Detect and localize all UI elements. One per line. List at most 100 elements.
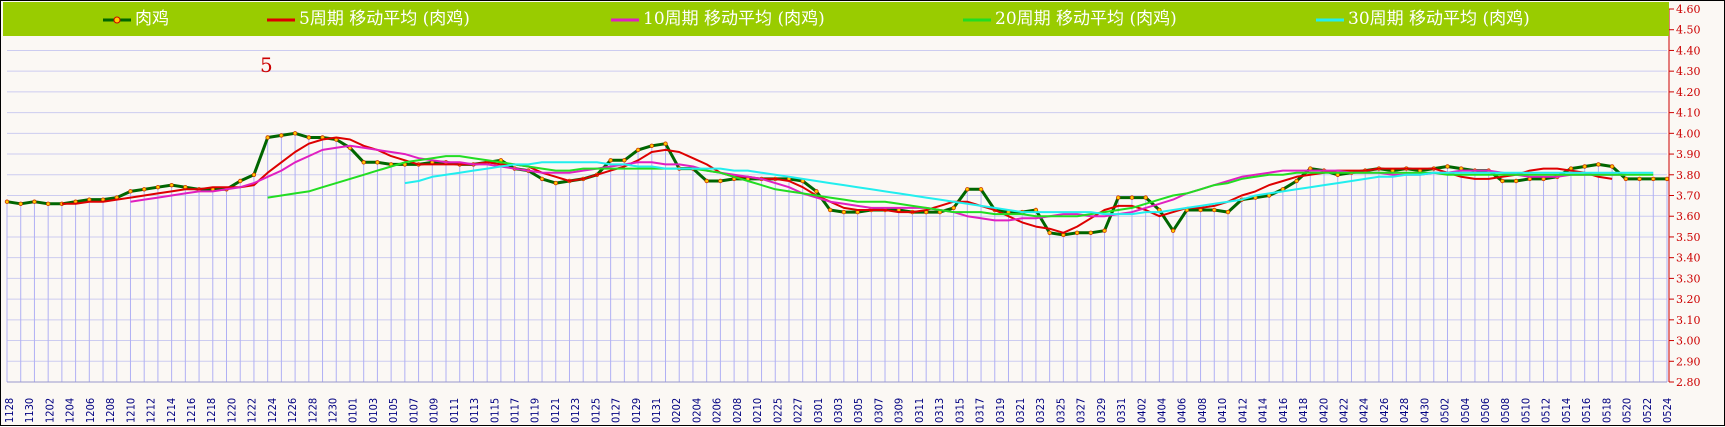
data-point — [1143, 195, 1148, 200]
data-point — [1651, 176, 1656, 182]
x-tick-label: 0508 — [1499, 398, 1512, 423]
x-tick-label: 1214 — [165, 398, 178, 423]
x-tick-label: 0426 — [1378, 398, 1391, 423]
y-tick-label: 2.80 — [1676, 376, 1701, 389]
x-tick-label: 0319 — [994, 398, 1007, 423]
data-point — [32, 199, 37, 204]
y-tick-label: 2.90 — [1676, 355, 1701, 368]
data-point — [128, 189, 133, 194]
x-tick-label: 0518 — [1600, 398, 1613, 423]
x-tick-label: 0329 — [1095, 398, 1108, 423]
x-tick-label: 1206 — [84, 398, 97, 423]
x-tick-label: 1220 — [225, 398, 238, 423]
series-line-4 — [404, 161, 1654, 216]
x-tick-label: 0129 — [630, 398, 643, 423]
legend-item-series-1: 5周期 移动平均 (肉鸡) — [267, 9, 470, 29]
y-tick-label: 4.20 — [1676, 86, 1701, 99]
legend-label: 10周期 移动平均 (肉鸡) — [643, 9, 825, 29]
x-tick-label: 0210 — [751, 398, 764, 423]
x-tick-label: 0416 — [1277, 398, 1290, 423]
data-point — [1445, 164, 1450, 169]
data-point — [1212, 207, 1217, 213]
y-tick-label: 3.60 — [1676, 210, 1701, 223]
x-tick-label: 0115 — [488, 398, 501, 423]
x-tick-label: 0305 — [852, 398, 865, 423]
x-tick-label: 1224 — [266, 398, 279, 423]
data-point — [238, 178, 243, 184]
y-tick-label: 4.10 — [1676, 107, 1701, 120]
data-point — [608, 158, 613, 163]
data-point — [1074, 230, 1080, 235]
x-tick-label: 0520 — [1621, 398, 1634, 423]
legend-line-icon — [1316, 18, 1344, 21]
data-point — [622, 158, 627, 163]
x-tick-label: 0420 — [1317, 398, 1330, 423]
legend-line-icon — [963, 18, 991, 21]
x-tick-label: 0121 — [549, 398, 562, 423]
x-tick-label: 0327 — [1075, 398, 1088, 423]
legend-item-series-0: 肉鸡 — [103, 9, 169, 29]
data-point — [1170, 228, 1176, 233]
y-tick-label: 4.30 — [1676, 65, 1701, 78]
series-line-0 — [6, 131, 1667, 237]
x-tick-label: 1216 — [185, 398, 198, 423]
x-tick-label: 0313 — [933, 398, 946, 423]
x-tick-label: 0424 — [1358, 398, 1371, 423]
x-tick-label: 0119 — [529, 398, 542, 423]
y-tick-label: 4.00 — [1676, 127, 1701, 140]
x-tick-label: 0103 — [367, 398, 380, 423]
x-tick-label: 0301 — [812, 398, 825, 423]
x-tick-label: 0428 — [1398, 398, 1411, 423]
data-point — [251, 172, 257, 177]
data-point — [18, 201, 23, 206]
data-point — [1623, 176, 1629, 182]
x-tick-label: 0325 — [1054, 398, 1067, 423]
x-tick-label: 0422 — [1337, 398, 1350, 423]
y-tick-label: 3.40 — [1676, 252, 1701, 265]
gridlines — [7, 8, 1667, 383]
x-tick-label: 0321 — [1014, 398, 1027, 423]
x-tick-label: 0506 — [1479, 398, 1492, 423]
x-tick-label: 1208 — [104, 398, 117, 423]
y-tick-label: 4.40 — [1676, 44, 1701, 57]
x-tick-label: 0410 — [1216, 398, 1229, 423]
x-tick-label: 0309 — [893, 398, 906, 423]
data-point — [1294, 178, 1299, 184]
data-point — [265, 135, 270, 140]
data-point — [306, 135, 312, 140]
x-tick-label: 0331 — [1115, 398, 1128, 423]
x-tick-label: 0418 — [1297, 398, 1310, 423]
legend-item-series-3: 20周期 移动平均 (肉鸡) — [963, 9, 1177, 29]
x-tick-label: 0404 — [1156, 398, 1169, 423]
legend-label: 5周期 移动平均 (肉鸡) — [299, 9, 470, 29]
data-point — [635, 147, 641, 153]
x-tick-label: 0504 — [1459, 398, 1472, 423]
x-tick-label: 1218 — [205, 398, 218, 423]
y-tick-label: 3.50 — [1676, 231, 1701, 244]
data-point — [1047, 230, 1052, 235]
x-tick-label: 0206 — [711, 398, 724, 423]
x-tick-label: 0502 — [1439, 398, 1452, 423]
x-tick-label: 1204 — [64, 398, 77, 423]
y-axis: 4.60 4.50 4.40 4.30 4.20 4.10 4.00 3.90 3.80 3.70… — [1668, 3, 1701, 389]
legend-label: 20周期 移动平均 (肉鸡) — [995, 9, 1177, 29]
x-tick-label: 0315 — [953, 398, 966, 423]
x-tick-label: 0522 — [1641, 398, 1654, 423]
data-point — [951, 205, 956, 211]
data-point — [663, 141, 668, 146]
data-point — [1500, 178, 1505, 184]
x-tick-label: 0430 — [1418, 398, 1431, 423]
data-point — [704, 178, 709, 184]
legend: 肉鸡 5周期 移动平均 (肉鸡) 10周期 移动平均 (肉鸡) 20周期 移动平… — [3, 2, 1669, 36]
x-tick-label: 0311 — [913, 398, 926, 423]
x-tick-label: 0208 — [731, 398, 744, 423]
data-point — [141, 187, 147, 192]
data-point — [375, 160, 380, 165]
x-tick-label: 0307 — [872, 398, 885, 423]
x-tick-label: 0323 — [1034, 398, 1047, 423]
x-tick-label: 0516 — [1580, 398, 1593, 423]
x-tick-label: 0117 — [508, 398, 521, 423]
x-tick-label: 0225 — [771, 398, 784, 423]
data-point — [1582, 164, 1587, 169]
